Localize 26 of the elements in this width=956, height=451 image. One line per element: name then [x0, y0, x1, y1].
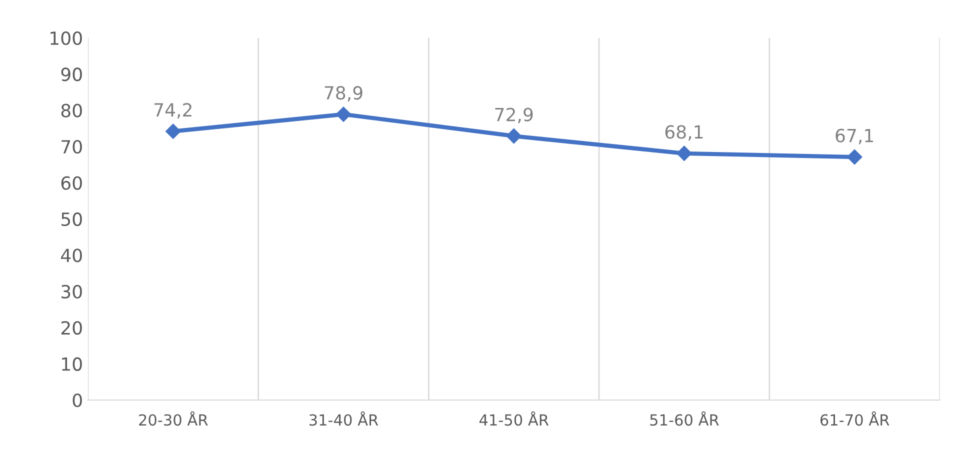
y-tick-label: 60: [61, 176, 82, 190]
y-tick-label: 100: [50, 31, 82, 45]
x-tick-label: 20-30 ÅR: [139, 411, 208, 426]
y-tick-label: 20: [61, 321, 82, 335]
y-tick-label: 80: [61, 104, 82, 118]
point: [506, 128, 522, 144]
y-tick-label: 90: [61, 68, 82, 82]
data-label: 67,1: [836, 128, 873, 144]
y-tick-label: 30: [61, 284, 82, 299]
point: [336, 106, 352, 122]
x-tick-label: 61-70 ÅR: [820, 411, 890, 426]
y-tick-label: 40: [61, 248, 82, 262]
x-tick-label: 31-40 ÅR: [310, 411, 378, 426]
data-label: 68,1: [665, 125, 703, 141]
y-tick-label: 0: [72, 393, 82, 408]
data-label: 78,9: [324, 86, 362, 102]
point: [847, 149, 862, 165]
y-tick-label: 50: [62, 212, 82, 226]
data-label: 72,9: [495, 108, 533, 124]
x-tick-label: 51-60 ÅR: [650, 411, 719, 426]
y-tick-label: 10: [62, 357, 82, 371]
data-label: 74,2: [154, 103, 192, 119]
point: [676, 146, 692, 161]
point: [166, 124, 181, 139]
y-tick-label: 70: [62, 140, 82, 154]
x-tick-label: 41-50 ÅR: [479, 411, 549, 426]
